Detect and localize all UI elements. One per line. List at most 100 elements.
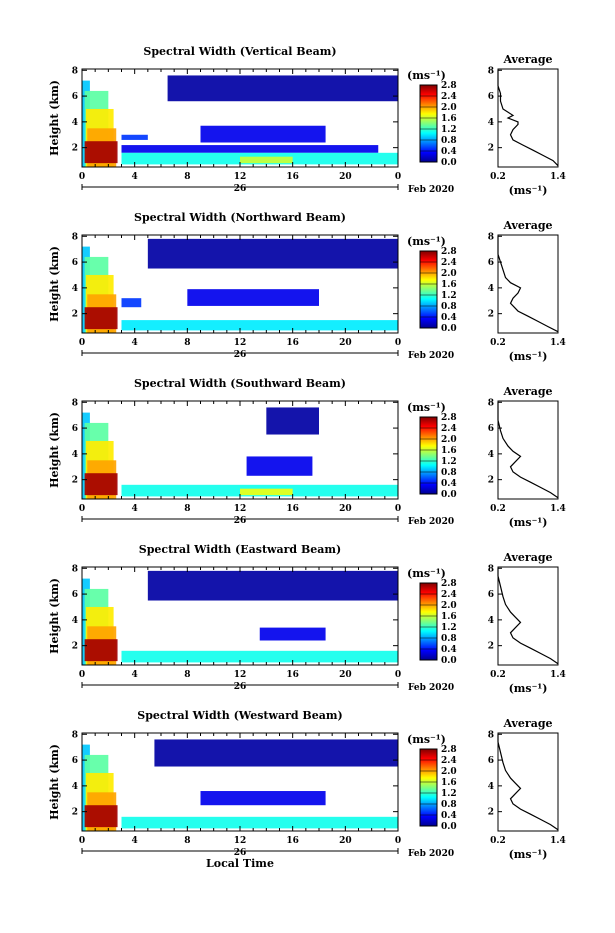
panel-1: Spectral Width (Vertical Beam) 2 4 6 8 0 4 8 12 1… xyxy=(48,45,566,197)
colorbar-tick-label: 0.4 xyxy=(441,645,457,655)
colorbar-tick-label: 0.0 xyxy=(441,656,457,666)
avg-y-tick-label: 4 xyxy=(488,616,494,626)
avg-title: Average xyxy=(502,385,552,398)
avg-title: Average xyxy=(502,53,552,66)
colorbar-tick-label: 0.4 xyxy=(441,811,457,821)
y-tick-label: 8 xyxy=(72,564,78,574)
x-tick-label: 0 xyxy=(79,338,85,348)
x-tick-label: 16 xyxy=(286,172,299,182)
heatmap-region-5 xyxy=(84,473,118,496)
x-tick-label: 20 xyxy=(339,670,352,680)
x-tick-label: 12 xyxy=(234,172,247,182)
x-tick-label: 8 xyxy=(184,836,190,846)
colorbar-tick-label: 0.8 xyxy=(441,634,457,644)
avg-profile-line xyxy=(497,402,559,499)
plot-frame xyxy=(81,400,399,500)
x-tick-label: 4 xyxy=(132,338,138,348)
date-right-label: Feb 2020 xyxy=(408,517,454,527)
colorbar-unit: (ms⁻¹) xyxy=(407,235,446,248)
colorbar-tick-label: 2.4 xyxy=(441,258,457,268)
colorbar-unit: (ms⁻¹) xyxy=(407,567,446,580)
heatmap-region-11 xyxy=(167,75,398,102)
avg-profile-line xyxy=(497,734,559,831)
y-tick-label: 6 xyxy=(72,258,78,268)
panel-3: Spectral Width (Southward Beam) 2 4 6 8 0 4 8 12… xyxy=(48,377,566,529)
date-right-label: Feb 2020 xyxy=(408,683,454,693)
colorbar-tick-label: 0.4 xyxy=(441,479,457,489)
colorbar-unit: (ms⁻¹) xyxy=(407,69,446,82)
y-tick-label: 2 xyxy=(72,642,78,652)
avg-y-tick-label: 4 xyxy=(488,782,494,792)
y-axis-label: Height (km) xyxy=(48,246,61,322)
avg-y-tick-label: 8 xyxy=(488,398,494,408)
colorbar xyxy=(419,250,438,329)
colorbar-tick-label: 0.4 xyxy=(441,147,457,157)
avg-x-tick-label: 1.4 xyxy=(550,172,566,182)
avg-x-tick-label: 0.2 xyxy=(490,338,506,348)
x-tick-label: 20 xyxy=(339,338,352,348)
colorbar-tick-label: 2.8 xyxy=(441,247,457,257)
avg-y-tick-label: 2 xyxy=(488,642,494,652)
heatmap-region-6 xyxy=(121,298,142,308)
colorbar xyxy=(419,748,438,827)
colorbar-tick-label: 1.2 xyxy=(441,789,457,799)
colorbar-tick-label: 2.0 xyxy=(441,767,457,777)
avg-x-tick-label: 0.2 xyxy=(490,836,506,846)
x-tick-label: 12 xyxy=(234,670,247,680)
heatmap-region-8 xyxy=(154,739,398,767)
y-tick-label: 4 xyxy=(72,782,78,792)
colorbar-tick-label: 0.8 xyxy=(441,136,457,146)
heatmap-region-6 xyxy=(246,456,313,476)
date-right-label: Feb 2020 xyxy=(408,185,454,195)
x-tick-label: 12 xyxy=(234,836,247,846)
x-tick-label: 8 xyxy=(184,504,190,514)
date-right-label: Feb 2020 xyxy=(408,849,454,859)
avg-x-tick-label: 1.4 xyxy=(550,338,566,348)
x-tick-label: 0 xyxy=(79,172,85,182)
panel-5: Spectral Width (Westward Beam) 2 4 6 8 0 4 8 12 1… xyxy=(48,709,566,870)
colorbar-tick-label: 2.8 xyxy=(441,579,457,589)
y-tick-label: 8 xyxy=(72,730,78,740)
x-tick-label: 0 xyxy=(395,172,401,182)
heatmap-region-7 xyxy=(121,145,379,153)
avg-y-tick-label: 8 xyxy=(488,730,494,740)
avg-x-label: (ms⁻¹) xyxy=(509,350,548,363)
date-center-label: 26 xyxy=(234,848,247,858)
avg-title: Average xyxy=(502,717,552,730)
colorbar-tick-label: 1.2 xyxy=(441,125,457,135)
avg-x-tick-label: 0.2 xyxy=(490,172,506,182)
y-tick-label: 6 xyxy=(72,590,78,600)
colorbar-tick-label: 0.0 xyxy=(441,324,457,334)
avg-y-tick-label: 2 xyxy=(488,808,494,818)
colorbar-tick-label: 2.4 xyxy=(441,424,457,434)
colorbar-tick-label: 1.2 xyxy=(441,623,457,633)
y-tick-label: 8 xyxy=(72,232,78,242)
colorbar-tick-label: 0.0 xyxy=(441,158,457,168)
y-tick-label: 8 xyxy=(72,66,78,76)
y-tick-label: 4 xyxy=(72,450,78,460)
date-center-label: 26 xyxy=(234,682,247,692)
avg-y-tick-label: 4 xyxy=(488,118,494,128)
heatmap-region-5 xyxy=(84,805,118,828)
avg-x-tick-label: 1.4 xyxy=(550,504,566,514)
colorbar-tick-label: 2.4 xyxy=(441,756,457,766)
heatmap-region-8 xyxy=(121,320,398,331)
panel-4: Spectral Width (Eastward Beam) 2 4 6 8 0 4 8 12 1… xyxy=(48,543,566,695)
colorbar-tick-label: 1.6 xyxy=(441,280,457,290)
x-axis-label: Local Time xyxy=(206,857,274,870)
panel-title: Spectral Width (Southward Beam) xyxy=(134,377,346,390)
y-tick-label: 6 xyxy=(72,92,78,102)
colorbar-tick-label: 2.4 xyxy=(441,590,457,600)
y-axis-label: Height (km) xyxy=(48,578,61,654)
panel-2: Spectral Width (Northward Beam) 2 4 6 8 0 4 8 12… xyxy=(48,211,566,363)
avg-y-tick-label: 2 xyxy=(488,310,494,320)
colorbar-tick-label: 2.0 xyxy=(441,601,457,611)
avg-title: Average xyxy=(502,551,552,564)
avg-y-tick-label: 2 xyxy=(488,144,494,154)
avg-profile-line xyxy=(497,70,559,167)
x-tick-label: 8 xyxy=(184,338,190,348)
x-tick-label: 12 xyxy=(234,504,247,514)
y-tick-label: 6 xyxy=(72,756,78,766)
avg-y-tick-label: 6 xyxy=(488,258,494,268)
avg-x-label: (ms⁻¹) xyxy=(509,848,548,861)
